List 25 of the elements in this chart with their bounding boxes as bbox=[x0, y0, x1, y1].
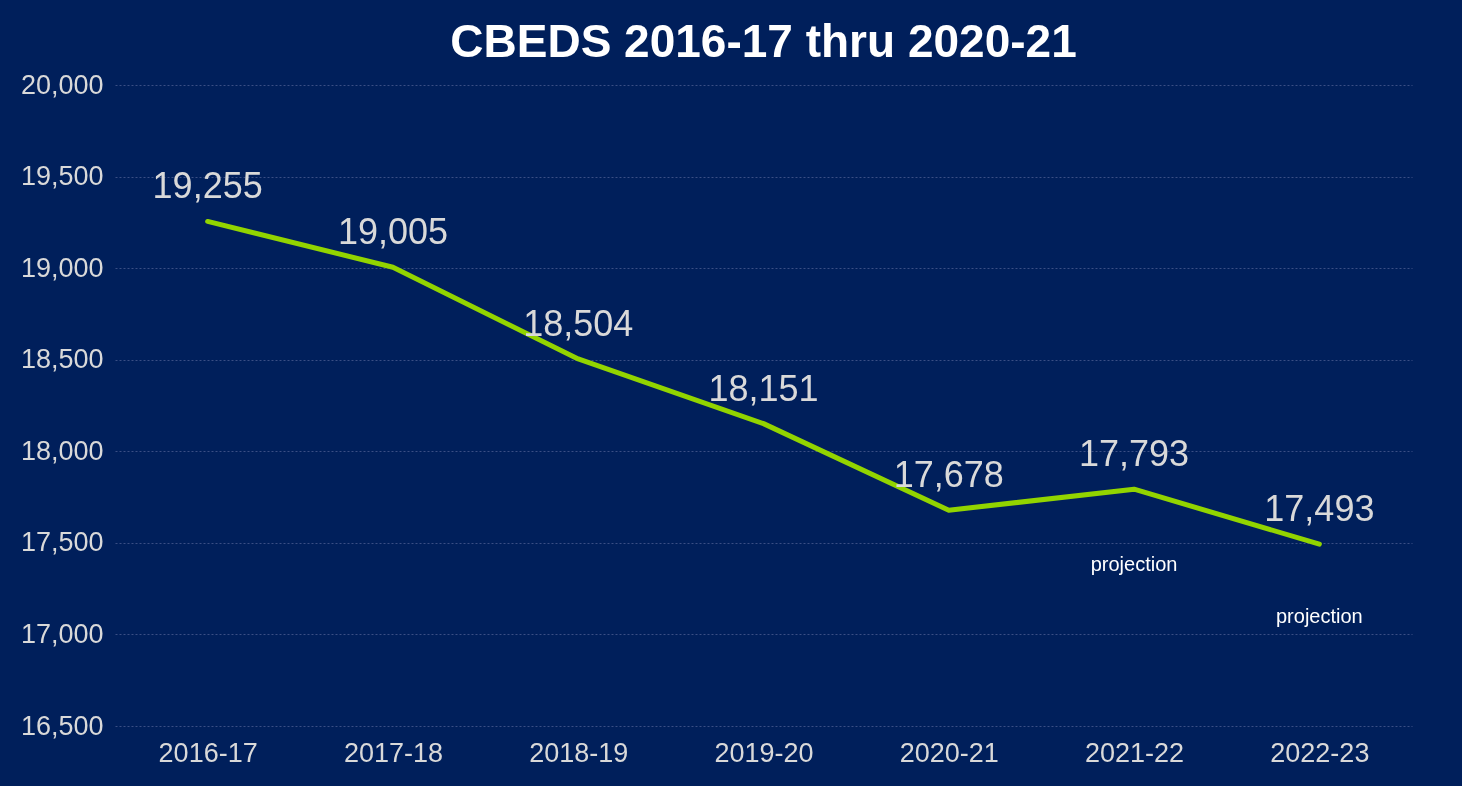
x-tick-label: 2016-17 bbox=[158, 737, 258, 768]
y-tick-label: 17,000 bbox=[20, 618, 104, 649]
data-label: 19,255 bbox=[152, 165, 263, 207]
data-label: 17,493 bbox=[1264, 488, 1375, 530]
y-tick-label: 18,500 bbox=[20, 344, 104, 375]
y-tick-label: 17,500 bbox=[20, 527, 104, 558]
x-tick-label: 2018-19 bbox=[529, 737, 629, 768]
y-tick-label: 18,000 bbox=[20, 435, 104, 466]
data-label: 18,151 bbox=[708, 367, 819, 409]
chart-title: CBEDS 2016-17 thru 2020-21 bbox=[450, 15, 1077, 67]
x-tick-label: 2021-22 bbox=[1085, 737, 1185, 768]
y-tick-label: 16,500 bbox=[20, 710, 104, 741]
x-tick-label: 2020-21 bbox=[899, 737, 999, 768]
x-tick-label: 2022-23 bbox=[1270, 737, 1370, 768]
data-label: 19,005 bbox=[337, 211, 448, 253]
data-label: 17,793 bbox=[1079, 433, 1190, 475]
y-tick-label: 19,500 bbox=[20, 161, 104, 192]
x-tick-label: 2017-18 bbox=[343, 737, 443, 768]
data-label: 17,678 bbox=[893, 454, 1004, 496]
annotation: projection bbox=[1276, 605, 1363, 627]
x-tick-label: 2019-20 bbox=[714, 737, 814, 768]
y-tick-label: 20,000 bbox=[20, 69, 104, 100]
y-tick-label: 19,000 bbox=[20, 252, 104, 283]
data-label: 18,504 bbox=[523, 302, 634, 344]
annotation: projection bbox=[1090, 553, 1178, 575]
